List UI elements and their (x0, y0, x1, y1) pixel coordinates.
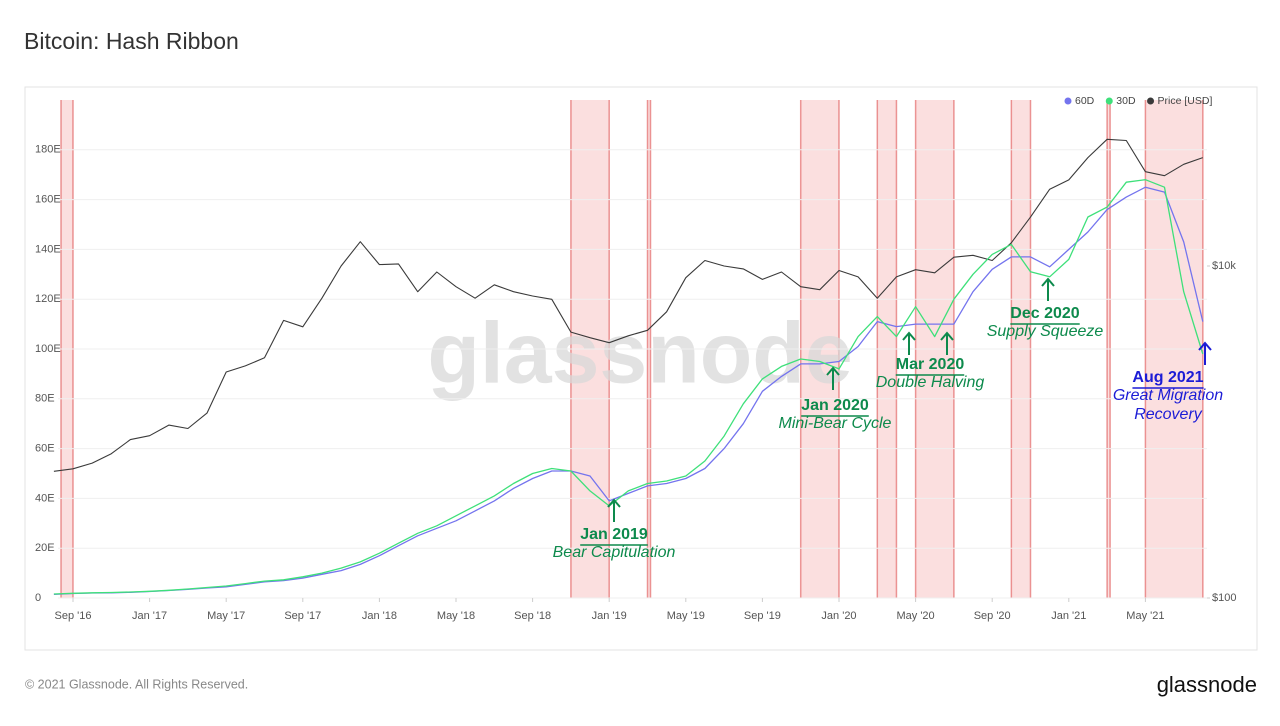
x-tick-label: Sep '18 (514, 610, 551, 622)
annotation-arrow (1198, 341, 1212, 365)
x-tick-label: May '20 (897, 610, 935, 622)
y-tick-label: 100E (35, 343, 61, 355)
annotation-title: Jan 2020 (801, 397, 869, 414)
annotation-title: Dec 2020 (1010, 305, 1079, 322)
y-tick-label: 80E (35, 393, 55, 405)
x-tick-label: May '21 (1126, 610, 1164, 622)
copyright: © 2021 Glassnode. All Rights Reserved. (25, 677, 248, 691)
annotation-title: Aug 2021 (1132, 369, 1203, 386)
y-tick-label: 120E (35, 293, 61, 305)
annotation-arrow (826, 366, 840, 390)
y-tick-label: 140E (35, 243, 61, 255)
legend-label: Price [USD] (1158, 95, 1213, 107)
series-line (53, 186, 1204, 595)
chart-panel (24, 86, 1258, 651)
x-tick-label: Jan '20 (821, 610, 856, 622)
y-tick-label: 40E (35, 492, 55, 504)
x-tick-label: Jan '17 (132, 610, 167, 622)
chart-title: Bitcoin: Hash Ribbon (24, 28, 239, 54)
annotation-text: Supply Squeeze (987, 323, 1104, 340)
x-tick-label: Jan '21 (1051, 610, 1086, 622)
x-tick-label: Sep '17 (284, 610, 321, 622)
annotation-arrow (902, 331, 916, 355)
series-line (53, 138, 1203, 472)
legend-swatch (1147, 97, 1155, 105)
x-tick-label: Sep '16 (55, 610, 92, 622)
x-tick-label: May '19 (667, 610, 705, 622)
x-tick-label: Jan '18 (362, 610, 397, 622)
annotation-text: Double Halving (876, 374, 985, 391)
legend-label: 30D (1116, 95, 1136, 107)
y2-tick-label: $100 (1212, 592, 1236, 604)
watermark: glassnode (427, 306, 852, 402)
annotation-text: Great Migration (1113, 387, 1223, 404)
annotation-text: Recovery (1134, 406, 1203, 423)
annotation-title: Jan 2019 (580, 526, 648, 543)
x-tick-label: May '17 (207, 610, 245, 622)
y-tick-label: 160E (35, 194, 61, 206)
x-tick-label: May '18 (437, 610, 475, 622)
series-line (53, 179, 1204, 595)
legend-swatch (1064, 97, 1072, 105)
brand-logo: glassnode (1157, 672, 1257, 697)
legend-label: 60D (1075, 95, 1095, 107)
y-tick-label: 20E (35, 542, 55, 554)
y-tick-label: 0 (35, 592, 41, 604)
annotation-arrow (1041, 277, 1055, 301)
legend-swatch (1105, 97, 1113, 105)
y-tick-label: 180E (35, 144, 61, 156)
annotation-text: Bear Capitulation (553, 544, 676, 561)
x-tick-label: Sep '19 (744, 610, 781, 622)
x-tick-label: Jan '19 (592, 610, 627, 622)
annotation-text: Mini-Bear Cycle (779, 415, 892, 432)
y-tick-label: 60E (35, 443, 55, 455)
y2-tick-label: $10k (1212, 260, 1236, 272)
annotation-arrow (607, 498, 621, 522)
x-tick-label: Sep '20 (974, 610, 1011, 622)
annotation-title: Mar 2020 (896, 356, 965, 373)
annotation-arrow (940, 331, 954, 355)
